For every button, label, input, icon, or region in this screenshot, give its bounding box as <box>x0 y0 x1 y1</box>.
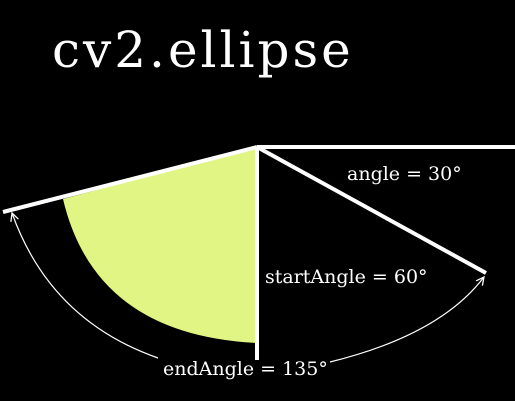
ellipse-sector-fill <box>63 147 257 343</box>
start-angle-arc-arrow <box>329 277 484 363</box>
rotated-major-axis-line <box>256 145 487 275</box>
end-angle-boundary-line <box>2 145 258 214</box>
end-angle-label: endAngle = 135° <box>163 358 328 380</box>
start-angle-label: startAngle = 60° <box>265 266 428 288</box>
end-angle-arc-arrow <box>12 213 159 359</box>
angle-label: angle = 30° <box>347 163 462 185</box>
diagram-title: cv2.ellipse <box>52 21 354 79</box>
